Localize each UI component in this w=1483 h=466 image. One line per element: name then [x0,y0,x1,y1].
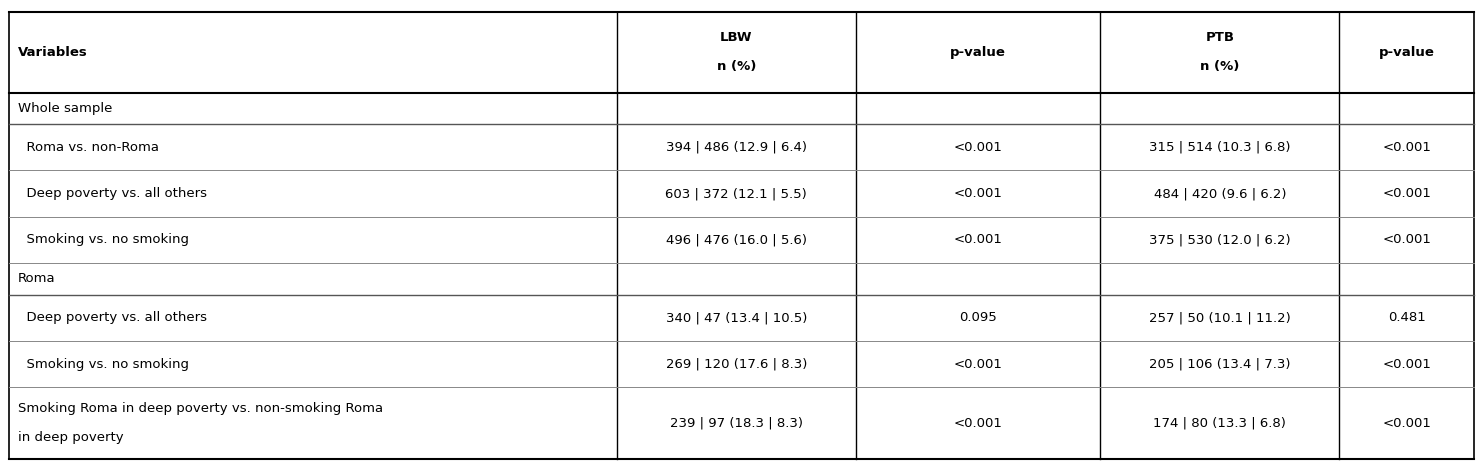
Text: 239 | 97 (18.3 | 8.3): 239 | 97 (18.3 | 8.3) [670,417,802,430]
Text: n (%): n (%) [716,60,756,73]
Text: <0.001: <0.001 [1382,141,1431,154]
Text: 496 | 476 (16.0 | 5.6): 496 | 476 (16.0 | 5.6) [666,233,807,247]
Text: Roma vs. non-Roma: Roma vs. non-Roma [18,141,159,154]
Text: 0.481: 0.481 [1388,311,1425,324]
Text: in deep poverty: in deep poverty [18,431,123,444]
Text: Smoking Roma in deep poverty vs. non-smoking Roma: Smoking Roma in deep poverty vs. non-smo… [18,402,383,415]
Text: 0.095: 0.095 [960,311,997,324]
Text: 269 | 120 (17.6 | 8.3): 269 | 120 (17.6 | 8.3) [666,357,807,370]
Text: Whole sample: Whole sample [18,102,113,115]
Text: <0.001: <0.001 [954,357,1003,370]
Text: p-value: p-value [951,46,1005,59]
Text: Variables: Variables [18,46,87,59]
Text: <0.001: <0.001 [1382,233,1431,247]
Text: <0.001: <0.001 [1382,187,1431,200]
Text: 394 | 486 (12.9 | 6.4): 394 | 486 (12.9 | 6.4) [666,141,807,154]
Text: Smoking vs. no smoking: Smoking vs. no smoking [18,233,188,247]
Text: Deep poverty vs. all others: Deep poverty vs. all others [18,187,206,200]
Text: <0.001: <0.001 [954,141,1003,154]
Text: 340 | 47 (13.4 | 10.5): 340 | 47 (13.4 | 10.5) [666,311,807,324]
Text: <0.001: <0.001 [954,233,1003,247]
Text: <0.001: <0.001 [954,187,1003,200]
Text: p-value: p-value [1379,46,1434,59]
Text: Roma: Roma [18,272,55,285]
Text: 603 | 372 (12.1 | 5.5): 603 | 372 (12.1 | 5.5) [666,187,807,200]
Text: 174 | 80 (13.3 | 6.8): 174 | 80 (13.3 | 6.8) [1154,417,1286,430]
Text: Deep poverty vs. all others: Deep poverty vs. all others [18,311,206,324]
Text: Smoking vs. no smoking: Smoking vs. no smoking [18,357,188,370]
Text: <0.001: <0.001 [954,417,1003,430]
Text: LBW: LBW [721,31,752,44]
Text: 484 | 420 (9.6 | 6.2): 484 | 420 (9.6 | 6.2) [1154,187,1286,200]
Text: 375 | 530 (12.0 | 6.2): 375 | 530 (12.0 | 6.2) [1149,233,1290,247]
Text: PTB: PTB [1206,31,1234,44]
Text: 315 | 514 (10.3 | 6.8): 315 | 514 (10.3 | 6.8) [1149,141,1290,154]
Text: 257 | 50 (10.1 | 11.2): 257 | 50 (10.1 | 11.2) [1149,311,1290,324]
Text: n (%): n (%) [1200,60,1240,73]
Text: 205 | 106 (13.4 | 7.3): 205 | 106 (13.4 | 7.3) [1149,357,1290,370]
Text: <0.001: <0.001 [1382,417,1431,430]
Text: <0.001: <0.001 [1382,357,1431,370]
